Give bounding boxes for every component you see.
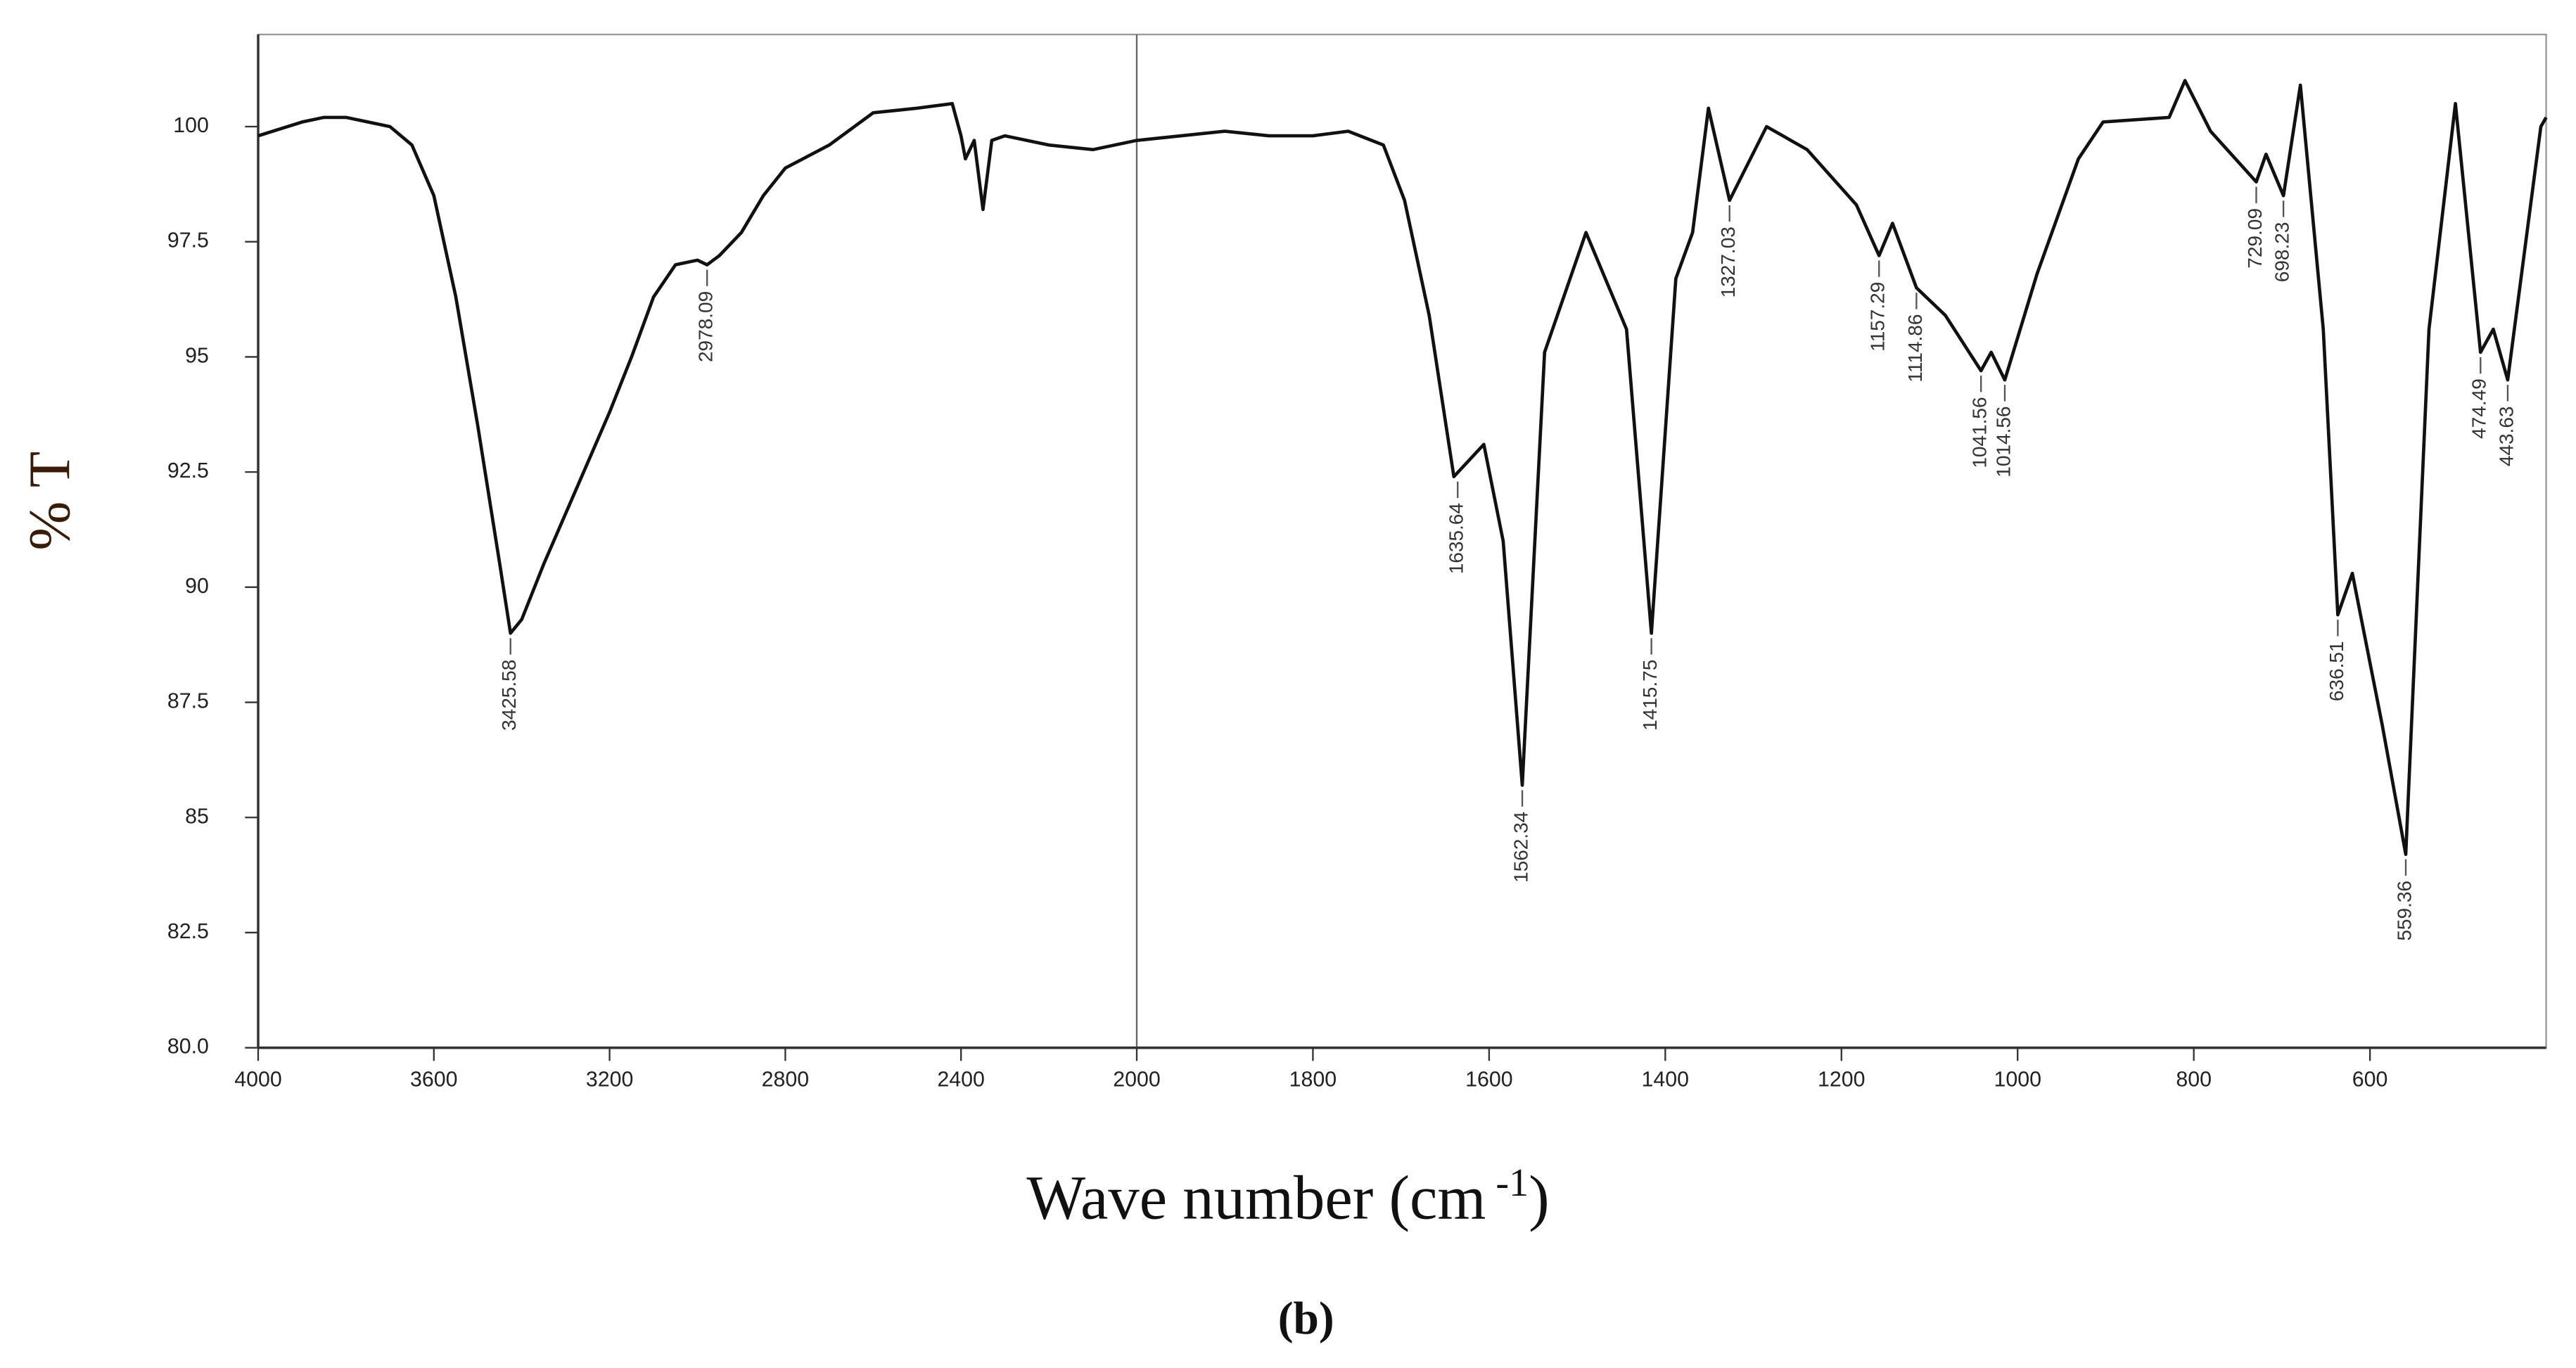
y-tick-label: 85	[185, 805, 209, 828]
x-tick-label: 3600	[410, 1068, 458, 1091]
caption: (b)	[1278, 1293, 1334, 1344]
annotation-label: 2978.09	[695, 291, 717, 362]
y-tick-label: 97.5	[167, 229, 209, 252]
annotation-label: 443.63	[2495, 407, 2517, 467]
annotation-label: 1562.34	[1510, 812, 1531, 883]
y-tick-label: 82.5	[167, 920, 209, 943]
annotation-label: 636.51	[2326, 641, 2347, 701]
annotation-label: 1327.03	[1717, 226, 1739, 298]
x-tick-label: 1800	[1289, 1068, 1337, 1091]
annotation-label: 1014.56	[1992, 407, 2014, 478]
annotation-label: 1041.56	[1969, 397, 1991, 468]
annotation-label: 1415.75	[1639, 660, 1661, 731]
y-tick-label: 87.5	[167, 690, 209, 713]
y-tick-label: 80.0	[167, 1035, 209, 1059]
annotation-label: 3425.58	[498, 660, 520, 731]
plot-frame	[257, 33, 2547, 1049]
x-tick-label: 1200	[1818, 1068, 1866, 1091]
x-axis-label-text: Wave number (cm	[1026, 1164, 1486, 1233]
annotation-label: 1635.64	[1446, 503, 1467, 574]
y-tick-label: 95	[185, 344, 209, 367]
x-axis-label-sup: -1	[1496, 1161, 1529, 1205]
x-tick-label: 4000	[234, 1068, 282, 1091]
y-tick-label: 100	[173, 114, 209, 137]
x-tick-label: 1600	[1465, 1068, 1513, 1091]
annotation-label: 729.09	[2244, 208, 2266, 269]
x-axis-label-suffix: )	[1529, 1164, 1550, 1233]
x-tick-label: 3200	[586, 1068, 634, 1091]
x-tick-label: 2800	[762, 1068, 810, 1091]
x-tick-label: 1400	[1642, 1068, 1690, 1091]
annotation-label: 1114.86	[1904, 314, 1926, 383]
annotation-label: 559.36	[2393, 881, 2415, 941]
annotation-label: 474.49	[2468, 378, 2490, 439]
spectrum-line	[257, 79, 2548, 856]
x-tick-label: 1000	[1994, 1068, 2041, 1091]
y-tick-label: 90	[185, 575, 209, 598]
y-tick-label: 92.5	[167, 459, 209, 482]
x-axis-label: Wave number (cm -1)	[1026, 1161, 1549, 1233]
x-tick-label: 2000	[1113, 1068, 1161, 1091]
x-tick-label: 2400	[937, 1068, 985, 1091]
y-axis-label: % T	[17, 452, 82, 551]
annotation-label: 698.23	[2271, 222, 2293, 283]
x-tick-label: 600	[2352, 1068, 2388, 1091]
annotation-label: 1157.29	[1867, 282, 1889, 352]
x-tick-label: 800	[2176, 1068, 2212, 1091]
